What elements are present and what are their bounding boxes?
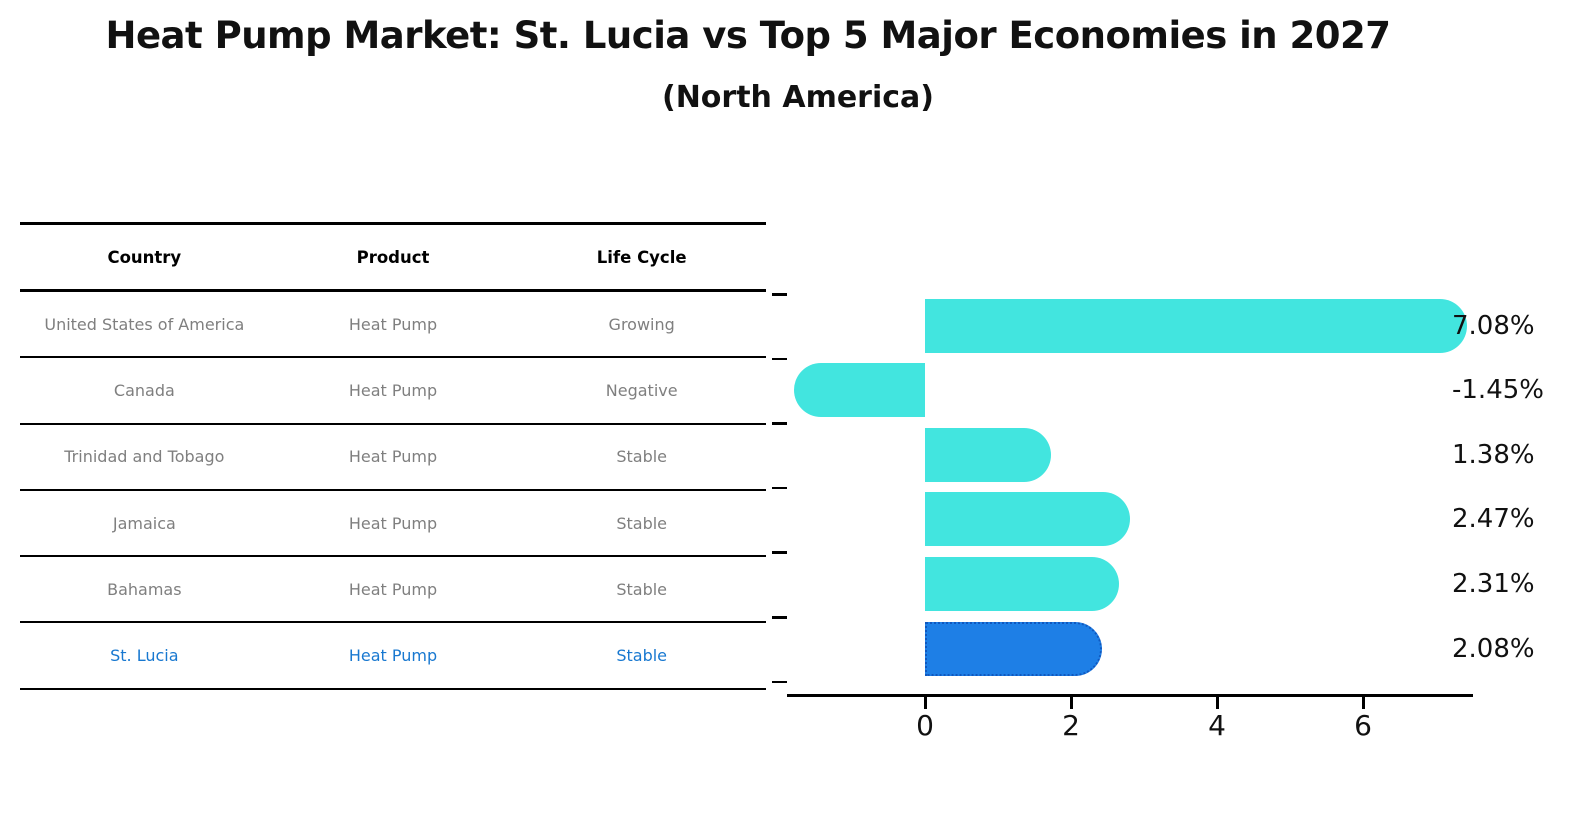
country-table: Country Product Life Cycle United States… bbox=[20, 222, 766, 690]
tick-mark bbox=[1215, 697, 1219, 709]
table-row-trinidad-and-tobago: Trinidad and Tobago Heat Pump Stable bbox=[20, 425, 766, 491]
y-axis-tick bbox=[772, 551, 787, 554]
table-row-jamaica: Jamaica Heat Pump Stable bbox=[20, 491, 766, 558]
product-cell: Heat Pump bbox=[348, 380, 438, 400]
country-cell: United States of America bbox=[44, 314, 245, 334]
value-label: -1.45% bbox=[1452, 375, 1544, 406]
bar-jamaica bbox=[925, 492, 1131, 547]
country-cell: Bahamas bbox=[107, 579, 182, 599]
y-axis-tick bbox=[772, 616, 787, 619]
tick-label: 0 bbox=[916, 709, 934, 742]
value-label: 2.47% bbox=[1452, 504, 1535, 535]
bar-canada bbox=[794, 363, 925, 418]
country-cell: Trinidad and Tobago bbox=[64, 447, 225, 467]
product-cell: Heat Pump bbox=[348, 314, 438, 334]
value-label: 2.08% bbox=[1452, 633, 1535, 664]
table-row-united-states: United States of America Heat Pump Growi… bbox=[20, 292, 766, 359]
tick-label: 6 bbox=[1354, 709, 1372, 742]
table-row-st-lucia: St. Lucia Heat Pump Stable bbox=[20, 623, 766, 690]
bar-bahamas bbox=[925, 556, 1119, 611]
y-axis-tick bbox=[772, 422, 787, 425]
column-header-product: Product bbox=[356, 247, 430, 267]
life-cycle-cell: Growing bbox=[608, 314, 675, 334]
product-cell: Heat Pump bbox=[348, 579, 438, 599]
tick-mark bbox=[1069, 697, 1073, 709]
y-axis-tick bbox=[772, 680, 787, 684]
product-cell: Heat Pump bbox=[348, 513, 438, 533]
chart-title: Heat Pump Market: St. Lucia vs Top 5 Maj… bbox=[105, 14, 1391, 57]
table-header-row: Country Product Life Cycle bbox=[20, 225, 766, 292]
value-label: 1.38% bbox=[1452, 439, 1535, 470]
life-cycle-cell: Negative bbox=[605, 380, 678, 400]
bar-st-lucia-highlighted bbox=[925, 621, 1102, 676]
life-cycle-cell: Stable bbox=[616, 646, 668, 666]
product-cell: Heat Pump bbox=[348, 447, 438, 467]
bar-trinidad-and-tobago bbox=[925, 427, 1051, 482]
country-cell: Canada bbox=[113, 380, 175, 400]
y-axis-tick bbox=[772, 357, 787, 361]
value-label: 7.08% bbox=[1452, 310, 1535, 341]
table-row-bahamas: Bahamas Heat Pump Stable bbox=[20, 557, 766, 624]
product-cell: Heat Pump bbox=[348, 646, 438, 666]
tick-label: 4 bbox=[1208, 709, 1226, 742]
y-axis-tick bbox=[772, 293, 787, 296]
tick-mark bbox=[923, 697, 927, 709]
y-axis-tick bbox=[772, 486, 787, 490]
chart-subtitle: (North America) bbox=[661, 80, 934, 115]
life-cycle-cell: Stable bbox=[616, 447, 668, 467]
x-axis-line bbox=[787, 694, 1473, 697]
column-header-country: Country bbox=[107, 247, 182, 267]
tick-mark bbox=[1361, 697, 1365, 709]
country-cell: Jamaica bbox=[112, 513, 176, 533]
column-header-life-cycle: Life Cycle bbox=[596, 247, 687, 267]
table-row-canada: Canada Heat Pump Negative bbox=[20, 358, 766, 425]
country-cell: St. Lucia bbox=[110, 646, 179, 666]
life-cycle-cell: Stable bbox=[616, 513, 668, 533]
tick-label: 2 bbox=[1062, 709, 1080, 742]
value-label: 2.31% bbox=[1452, 568, 1535, 599]
life-cycle-cell: Stable bbox=[616, 579, 668, 599]
bar-united-states-of-america bbox=[925, 298, 1467, 353]
